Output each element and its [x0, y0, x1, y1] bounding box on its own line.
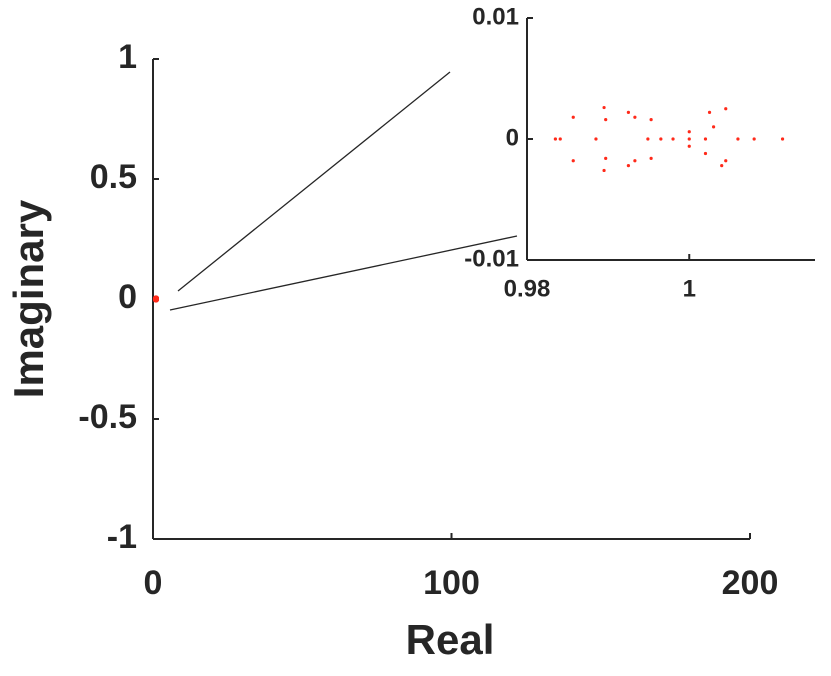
point [602, 168, 606, 173]
point [703, 137, 708, 141]
point [646, 137, 650, 141]
point [604, 118, 608, 122]
zoom-line [169, 235, 518, 311]
x-tick-label: 1 [683, 275, 696, 302]
point [604, 156, 608, 160]
point [649, 118, 653, 122]
y-tick-label: -0.01 [464, 245, 519, 272]
y-tick-label: 0 [506, 124, 519, 151]
x-tick-label: 0 [144, 564, 163, 602]
point [780, 137, 785, 141]
point [711, 125, 716, 129]
point [687, 130, 691, 134]
point [553, 137, 557, 141]
point [649, 156, 653, 160]
point [571, 115, 575, 119]
y-tick-label: -0.5 [78, 398, 137, 436]
point [571, 159, 575, 163]
point [736, 137, 740, 141]
y-tick-label: 0.5 [90, 158, 137, 196]
point [703, 151, 708, 156]
x-tick-label: 0.98 [504, 275, 551, 302]
x-tick-label: 200 [722, 564, 779, 602]
y-tick-label: 0.01 [472, 3, 519, 30]
point [687, 137, 691, 141]
x-tick-label: 100 [423, 564, 480, 602]
point [659, 137, 663, 141]
point [671, 137, 675, 141]
point [152, 296, 159, 303]
point [602, 105, 606, 110]
point [687, 144, 691, 148]
point [724, 159, 728, 163]
y-tick-label: 1 [118, 38, 137, 76]
point [633, 159, 637, 163]
y-axis-label: Imaginary [5, 199, 52, 398]
point [724, 107, 728, 111]
point [752, 137, 756, 141]
point [720, 164, 724, 168]
y-tick-label: -1 [107, 518, 137, 556]
y-tick-label: 0 [118, 278, 137, 316]
point [558, 137, 562, 141]
point [626, 110, 631, 114]
zoom-line [177, 71, 451, 292]
point [633, 115, 637, 119]
point [594, 137, 598, 141]
point [626, 164, 631, 168]
point [707, 110, 712, 114]
x-axis-label: Real [406, 616, 495, 663]
